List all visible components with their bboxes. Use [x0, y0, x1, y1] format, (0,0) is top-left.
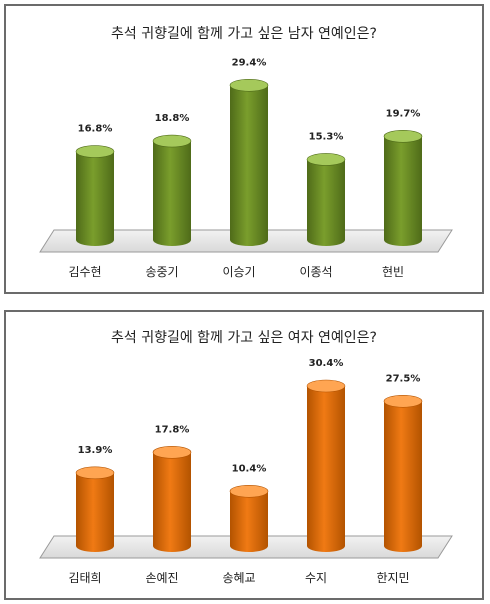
data-label: 29.4%: [232, 57, 267, 68]
bar-body: [384, 136, 422, 246]
category-label: 손예진: [145, 571, 178, 585]
bar: [229, 78, 269, 247]
bar-body: [384, 401, 422, 552]
bar: [383, 394, 423, 552]
data-label: 18.8%: [155, 113, 190, 124]
bar: [306, 153, 346, 246]
bar: [306, 379, 346, 552]
bar: [152, 446, 192, 552]
category-label: 김태희: [68, 571, 101, 585]
bar: [75, 466, 115, 552]
bar-top: [152, 446, 192, 459]
bar-body: [76, 151, 114, 246]
bar-body: [153, 141, 191, 246]
bar-top: [229, 484, 269, 498]
bar-body: [76, 472, 114, 552]
category-label: 김수현: [68, 265, 101, 279]
bar-body: [230, 491, 268, 552]
bar-top: [383, 394, 423, 408]
data-label: 19.7%: [386, 108, 421, 119]
female-chart: 추석 귀향길에 함께 가고 싶은 여자 연예인은? 13.9% 김태희 17.8% 손…: [39, 330, 453, 585]
bar-top: [75, 145, 115, 158]
category-label: 이승기: [222, 265, 255, 279]
bar-body: [230, 85, 268, 247]
bar-top: [383, 130, 423, 143]
data-label: 27.5%: [386, 373, 421, 384]
chart-panel-male: 추석 귀향길에 함께 가고 싶은 남자 연예인은? 16.8% 김수현 18.8% 송…: [4, 4, 484, 294]
bar-top: [229, 78, 269, 92]
category-label: 현빈: [382, 265, 404, 279]
category-label: 이종석: [299, 265, 332, 279]
category-label: 수지: [305, 571, 327, 585]
bar-body: [307, 386, 345, 552]
bar: [229, 484, 269, 552]
data-label: 16.8%: [78, 124, 113, 135]
category-label: 송중기: [145, 265, 178, 279]
data-label: 13.9%: [78, 445, 113, 456]
data-label: 17.8%: [155, 424, 190, 435]
category-label: 송혜교: [222, 571, 255, 585]
chart-title: 추석 귀향길에 함께 가고 싶은 남자 연예인은?: [111, 26, 377, 42]
bar: [383, 130, 423, 246]
chart-panel-female: 추석 귀향길에 함께 가고 싶은 여자 연예인은? 13.9% 김태희 17.8% 손…: [4, 310, 484, 600]
bar-top: [306, 379, 346, 393]
data-label: 15.3%: [309, 131, 344, 142]
bar-top: [152, 134, 192, 148]
bar-body: [307, 159, 345, 246]
chart-title: 추석 귀향길에 함께 가고 싶은 여자 연예인은?: [111, 330, 377, 346]
bar: [75, 145, 115, 246]
category-label: 한지민: [376, 571, 409, 585]
bar-body: [153, 452, 191, 552]
bar-top: [75, 466, 115, 480]
bar: [152, 134, 192, 246]
male-chart: 추석 귀향길에 함께 가고 싶은 남자 연예인은? 16.8% 김수현 18.8% 송…: [39, 26, 453, 279]
bar-top: [306, 153, 346, 166]
data-label: 10.4%: [232, 463, 267, 474]
data-label: 30.4%: [309, 358, 344, 369]
